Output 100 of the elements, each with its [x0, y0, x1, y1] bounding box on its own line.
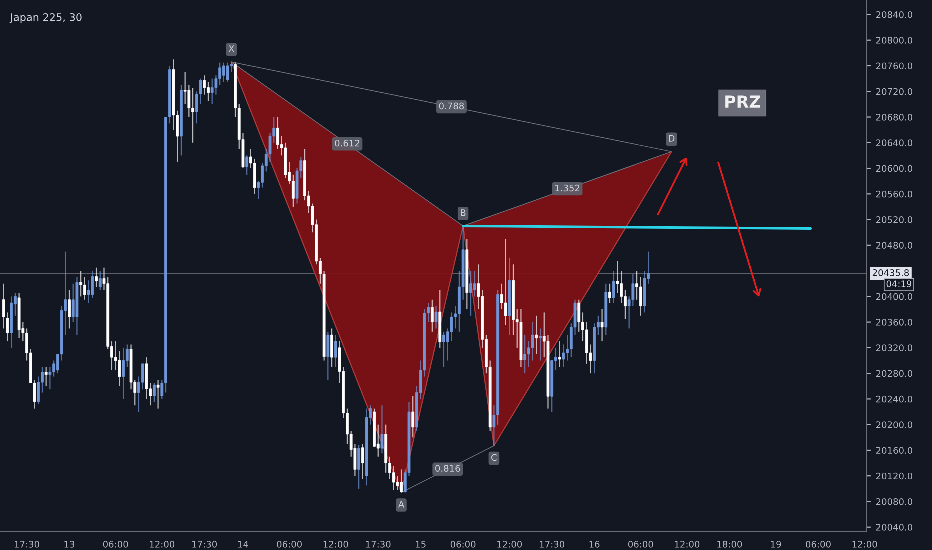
candlestick: [207, 81, 210, 102]
candlestick: [470, 270, 472, 316]
x-tick-label: 06:00: [277, 541, 302, 548]
y-tick-label: 20400.0: [876, 293, 913, 300]
x-tick-label: 17:30: [366, 541, 391, 548]
candlestick: [141, 363, 144, 390]
x-tick-label: 19: [771, 541, 782, 548]
x-tick-label: 14: [238, 541, 248, 548]
candlestick: [612, 270, 616, 304]
annotation: C: [492, 454, 497, 462]
candlestick: [246, 155, 249, 176]
x-tick-label: 15: [416, 541, 426, 548]
y-tick-label: 20560.0: [876, 190, 913, 198]
y-tick-label: 20040.0: [876, 524, 913, 531]
candlestick: [87, 280, 90, 304]
y-tick-label: 20640.0: [876, 140, 913, 146]
candlestick: [122, 347, 125, 400]
x-tick-label: 12:00: [324, 541, 348, 548]
y-tick-label: 20600.0: [876, 165, 913, 172]
candlestick: [37, 376, 40, 405]
candlestick: [400, 469, 403, 494]
candlestick: [361, 444, 364, 480]
annotation: B: [461, 210, 466, 216]
candlestick: [558, 340, 562, 368]
candlestick: [292, 174, 295, 208]
candlestick: [72, 283, 75, 323]
candlestick: [152, 382, 156, 403]
x-tick-label: 06:00: [450, 541, 476, 548]
candlestick: [203, 75, 206, 96]
annotation: X: [228, 46, 234, 52]
annotation: 0.612: [335, 140, 360, 147]
x-tick-label: 16: [590, 541, 600, 548]
candlestick: [412, 395, 415, 438]
candlestick: [80, 270, 83, 298]
y-tick-label: 20680.0: [876, 114, 913, 121]
y-tick-label: 20840.0: [876, 11, 913, 18]
annotation: D: [669, 135, 675, 142]
y-tick-label: 20200.0: [876, 422, 913, 428]
x-tick-label: 17:30: [540, 541, 565, 548]
candlestick: [184, 72, 187, 106]
y-tick-label: 20080.0: [876, 498, 913, 506]
y-tick-label: 20720.0: [876, 88, 913, 96]
y-tick-label: 20320.0: [876, 344, 913, 352]
x-tick-label: 12:00: [675, 541, 700, 548]
y-tick-label: 20480.0: [876, 242, 913, 249]
candlestick: [600, 308, 604, 342]
y-tick-label: 20240.0: [876, 396, 913, 403]
candlestick: [524, 334, 527, 374]
candlestick: [83, 276, 86, 300]
y-tick-label: 20280.0: [876, 370, 913, 378]
annotation: 0.816: [436, 465, 460, 472]
candlestick: [434, 306, 438, 330]
candlestick: [430, 299, 434, 332]
annotation: PRZ: [726, 96, 760, 108]
y-tick-label: 20120.0: [876, 472, 913, 480]
candlestick: [539, 328, 542, 362]
x-tick-label: 17:30: [15, 541, 40, 548]
candlestick: [639, 276, 642, 316]
candlestick: [222, 62, 226, 83]
candlestick: [192, 88, 194, 144]
y-tick-label: 20160.0: [876, 447, 913, 454]
x-tick-label: 12:00: [150, 541, 175, 548]
x-tick-label: 12:00: [498, 541, 522, 548]
x-tick-label: 12:00: [852, 541, 878, 548]
annotation: 1.352: [556, 184, 580, 192]
candlestick: [226, 62, 230, 83]
y-tick-label: 20520.0: [876, 216, 913, 224]
x-tick-label: 06:00: [806, 541, 831, 548]
candlestick: [44, 366, 48, 387]
x-tick-label: 13: [64, 541, 75, 548]
text: 04:19: [886, 280, 912, 288]
x-tick-label: 18:00: [718, 541, 742, 548]
candlestick: [535, 315, 538, 355]
candlestick: [91, 270, 94, 299]
candlestick: [608, 283, 612, 304]
candlestick: [380, 405, 384, 454]
ref-line-label: 20435.8: [872, 270, 910, 276]
x-tick-label: 06:00: [103, 541, 128, 548]
candlestick: [98, 270, 102, 291]
candlestick: [578, 299, 581, 332]
y-tick-label: 20760.0: [876, 62, 913, 70]
candlestick: [442, 331, 446, 368]
candlestick: [326, 331, 330, 381]
candlestick: [473, 270, 476, 298]
candlestick: [156, 379, 160, 410]
x-tick-label: 06:00: [628, 541, 654, 548]
x-tick-label: 17:30: [192, 541, 218, 548]
candlestick: [276, 116, 280, 150]
candlestick: [68, 290, 71, 330]
annotation: A: [398, 501, 405, 508]
y-tick-label: 20800.0: [876, 37, 913, 44]
candlestick: [210, 78, 214, 106]
text: Japan 225, 30: [10, 13, 82, 24]
candlestick: [358, 444, 361, 490]
candlestick: [330, 328, 334, 368]
candlestick: [504, 238, 508, 326]
y-tick-label: 20360.0: [876, 319, 913, 326]
candlestick: [95, 267, 98, 288]
annotation: 0.788: [439, 102, 464, 110]
candlestick: [334, 334, 338, 368]
